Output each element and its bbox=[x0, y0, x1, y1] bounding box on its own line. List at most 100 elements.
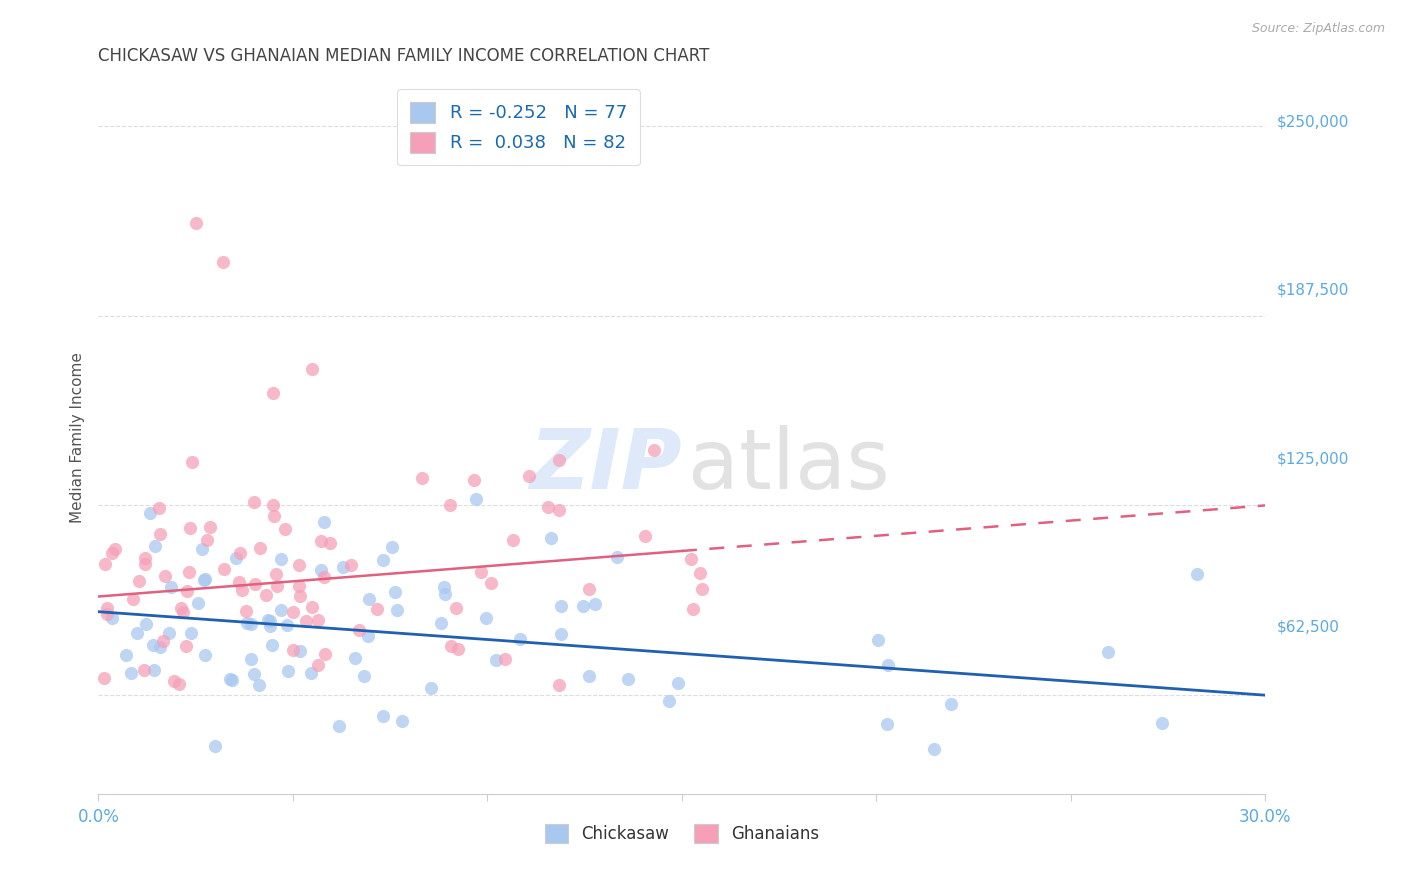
Point bbox=[243, 577, 266, 591]
Point bbox=[163, 673, 186, 688]
Point bbox=[465, 492, 488, 507]
Point bbox=[301, 361, 323, 376]
Point bbox=[643, 442, 665, 457]
Point bbox=[142, 638, 165, 652]
Point bbox=[277, 664, 299, 678]
Point bbox=[240, 651, 263, 665]
Point bbox=[939, 697, 962, 711]
Point bbox=[517, 469, 540, 483]
Point bbox=[254, 588, 277, 602]
Point bbox=[256, 613, 278, 627]
Point bbox=[876, 657, 898, 672]
Point bbox=[134, 558, 156, 572]
Point bbox=[288, 589, 311, 603]
Point bbox=[225, 550, 247, 565]
Point bbox=[411, 471, 433, 485]
Point bbox=[309, 534, 332, 549]
Point bbox=[128, 574, 150, 588]
Point bbox=[332, 560, 354, 574]
Point bbox=[666, 676, 689, 690]
Point bbox=[212, 255, 235, 269]
Point bbox=[540, 531, 562, 545]
Point bbox=[176, 584, 198, 599]
Point bbox=[359, 591, 381, 606]
Point bbox=[101, 610, 124, 624]
Point bbox=[548, 453, 571, 467]
Point bbox=[101, 546, 124, 560]
Point bbox=[295, 615, 318, 629]
Point bbox=[219, 672, 242, 686]
Point bbox=[120, 665, 142, 680]
Point bbox=[314, 570, 336, 584]
Point bbox=[290, 644, 312, 658]
Point bbox=[153, 569, 176, 583]
Point bbox=[381, 540, 404, 554]
Point bbox=[876, 716, 898, 731]
Point bbox=[550, 627, 572, 641]
Point bbox=[169, 676, 191, 690]
Point bbox=[264, 567, 287, 582]
Point bbox=[463, 474, 485, 488]
Point bbox=[262, 498, 284, 512]
Point bbox=[572, 599, 595, 613]
Point bbox=[134, 550, 156, 565]
Point bbox=[249, 541, 271, 556]
Point bbox=[221, 673, 243, 687]
Point bbox=[340, 558, 363, 572]
Point bbox=[617, 673, 640, 687]
Point bbox=[180, 626, 202, 640]
Point bbox=[194, 648, 217, 662]
Point bbox=[184, 216, 207, 230]
Point bbox=[420, 681, 443, 695]
Point bbox=[152, 633, 174, 648]
Point bbox=[160, 580, 183, 594]
Point bbox=[93, 557, 115, 571]
Point bbox=[149, 527, 172, 541]
Point bbox=[682, 602, 704, 616]
Point bbox=[283, 642, 305, 657]
Point bbox=[229, 546, 252, 560]
Point bbox=[606, 550, 628, 565]
Point bbox=[283, 605, 305, 619]
Point bbox=[259, 618, 281, 632]
Point bbox=[174, 639, 197, 653]
Point bbox=[391, 714, 413, 729]
Point bbox=[193, 573, 215, 587]
Point bbox=[143, 539, 166, 553]
Point bbox=[288, 579, 311, 593]
Point bbox=[115, 648, 138, 662]
Point bbox=[191, 542, 214, 557]
Point bbox=[274, 522, 297, 536]
Point bbox=[204, 739, 226, 753]
Point bbox=[307, 658, 329, 673]
Text: ZIP: ZIP bbox=[529, 425, 682, 506]
Point bbox=[195, 533, 218, 547]
Point bbox=[550, 599, 572, 614]
Point bbox=[658, 693, 681, 707]
Point bbox=[148, 500, 170, 515]
Point bbox=[239, 617, 262, 632]
Point bbox=[260, 638, 283, 652]
Point bbox=[139, 506, 162, 520]
Point bbox=[502, 533, 524, 547]
Point bbox=[172, 605, 194, 619]
Point bbox=[266, 578, 288, 592]
Point bbox=[270, 602, 292, 616]
Point bbox=[371, 553, 394, 567]
Point bbox=[328, 719, 350, 733]
Point bbox=[494, 652, 516, 666]
Point bbox=[134, 664, 156, 678]
Point bbox=[548, 677, 571, 691]
Point bbox=[228, 575, 250, 590]
Point bbox=[96, 601, 118, 615]
Point bbox=[135, 616, 157, 631]
Point bbox=[312, 515, 335, 529]
Point bbox=[198, 520, 221, 534]
Point bbox=[344, 650, 367, 665]
Point bbox=[690, 582, 713, 596]
Point bbox=[187, 596, 209, 610]
Point bbox=[548, 503, 571, 517]
Point bbox=[470, 565, 492, 579]
Point bbox=[259, 614, 281, 628]
Point bbox=[347, 624, 370, 638]
